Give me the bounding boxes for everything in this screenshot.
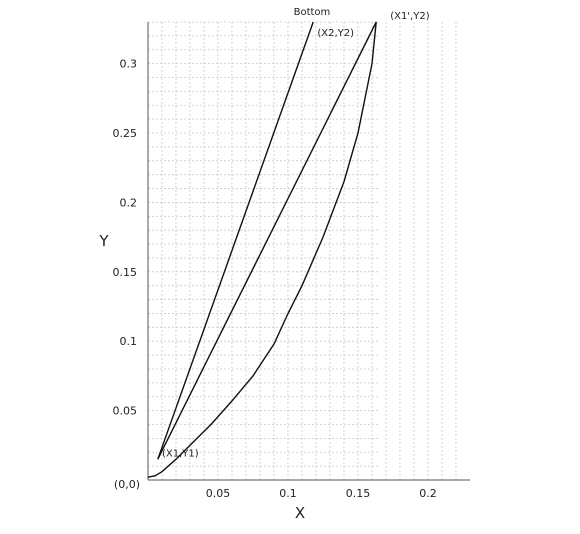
x-tick-label: 0.05 [206, 487, 231, 500]
annotation-label: Bottom [294, 7, 331, 18]
y-tick-label: 0.1 [120, 335, 138, 348]
x-axis-label: X [295, 504, 305, 522]
annotations: Bottom (X2,Y2) (X1',Y2) (X1,Y1) [162, 7, 430, 459]
y-axis-label: Y [98, 232, 109, 250]
series-operating-line-min [157, 21, 377, 460]
origin-label: (0,0) [114, 478, 140, 491]
annotation-label: (X2,Y2) [317, 28, 354, 39]
y-tick-label: 0.05 [113, 405, 138, 418]
tick-labels: 0.05 0.1 0.15 0.2 0.05 0.1 0.15 0.2 0.25 0.3 [113, 58, 437, 500]
grid [148, 21, 457, 480]
axes [147, 22, 470, 481]
series-operating-line-actual [157, 21, 314, 460]
x-tick-label: 0.2 [419, 487, 437, 500]
series-equilibrium-curve [147, 21, 377, 478]
y-tick-label: 0.3 [120, 58, 138, 71]
y-tick-label: 0.25 [113, 127, 138, 140]
annotation-label: (X1',Y2) [390, 11, 430, 22]
x-tick-label: 0.1 [279, 487, 297, 500]
y-tick-label: 0.15 [113, 266, 138, 279]
y-tick-label: 0.2 [120, 196, 138, 209]
x-tick-label: 0.15 [346, 487, 371, 500]
series [147, 21, 377, 478]
annotation-label: (X1,Y1) [162, 448, 199, 459]
